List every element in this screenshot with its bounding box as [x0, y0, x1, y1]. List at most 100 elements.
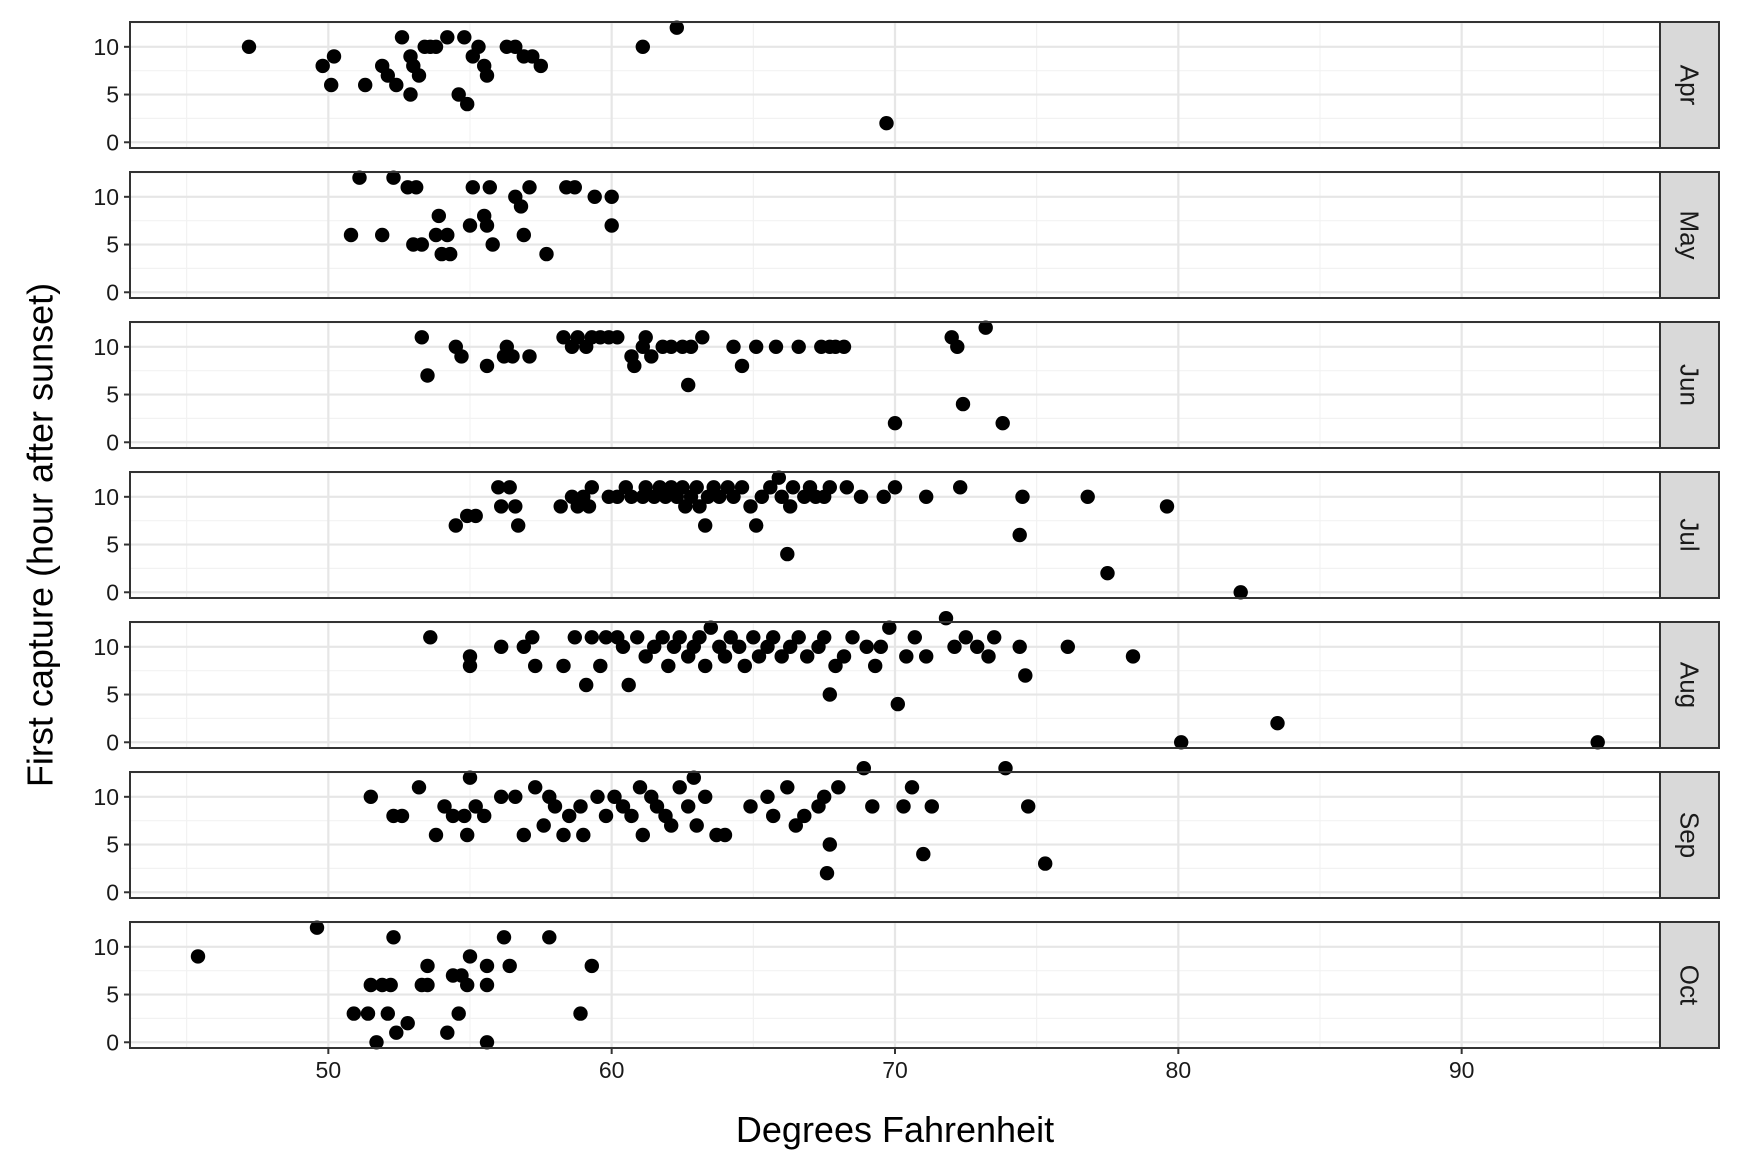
data-point — [859, 639, 874, 654]
data-point — [536, 818, 551, 833]
data-point — [919, 489, 934, 504]
facet-strip-background — [1659, 321, 1720, 449]
data-point — [749, 518, 764, 533]
data-point — [437, 799, 452, 814]
data-point — [766, 630, 781, 645]
facet-strip-label: Jul — [1675, 518, 1705, 551]
data-point — [445, 808, 461, 824]
data-point — [1233, 585, 1248, 600]
data-point — [375, 227, 390, 243]
data-point — [780, 780, 795, 795]
data-point — [556, 330, 571, 345]
data-point — [822, 837, 837, 852]
data-point — [698, 789, 713, 804]
data-point — [615, 639, 631, 654]
data-point — [420, 958, 435, 974]
data-point — [953, 480, 968, 495]
data-point — [732, 639, 747, 654]
data-point — [692, 499, 707, 514]
facet-panel-apr: 0 5 10 Apr — [93, 20, 1720, 155]
y-tick-label: 0 — [106, 429, 119, 455]
data-point — [562, 808, 577, 824]
facet-strip: Apr — [1659, 21, 1720, 149]
data-point — [655, 630, 670, 645]
data-point — [919, 649, 934, 664]
y-tick-label: 5 — [106, 832, 119, 858]
data-point — [907, 630, 922, 645]
data-point — [1174, 735, 1189, 750]
data-point — [528, 658, 543, 674]
facet-strip-background — [1659, 771, 1720, 899]
data-point — [947, 639, 962, 654]
data-point — [689, 818, 704, 833]
data-point — [774, 489, 789, 504]
data-point — [683, 339, 699, 354]
facet-panel-aug: 0 5 10 Aug — [93, 611, 1720, 755]
data-point — [987, 630, 1002, 645]
data-points — [423, 611, 1605, 750]
data-point — [369, 1035, 384, 1050]
y-axis: 0 5 10 — [93, 334, 130, 455]
data-point — [454, 349, 469, 364]
data-point — [525, 630, 540, 645]
data-point — [573, 1006, 588, 1021]
data-point — [462, 770, 478, 785]
data-point — [477, 808, 492, 824]
data-point — [836, 649, 852, 664]
data-point — [754, 489, 769, 504]
data-point — [389, 1025, 404, 1040]
data-point — [494, 789, 509, 804]
y-tick-label: 5 — [106, 232, 119, 258]
data-point — [309, 920, 325, 935]
data-point — [604, 189, 619, 204]
data-point — [624, 808, 639, 824]
data-point — [363, 789, 378, 804]
data-point — [695, 330, 710, 345]
data-point — [649, 799, 665, 814]
facet-strip-background — [1659, 171, 1720, 299]
data-point — [380, 68, 395, 83]
data-point — [556, 827, 571, 843]
data-point — [423, 630, 438, 645]
y-tick-label: 10 — [93, 484, 119, 510]
data-point — [380, 1006, 395, 1021]
data-point — [882, 620, 897, 635]
data-point — [950, 339, 965, 354]
data-point — [768, 339, 784, 354]
data-point — [791, 630, 806, 645]
data-point — [451, 87, 466, 102]
y-tick-label: 10 — [93, 634, 119, 660]
data-point — [553, 499, 568, 514]
data-point — [726, 339, 741, 354]
data-point — [547, 799, 563, 814]
data-point — [190, 949, 206, 964]
data-point — [689, 480, 704, 495]
facet-strip-background — [1659, 471, 1720, 599]
facet-strip: Aug — [1659, 621, 1720, 749]
data-point — [471, 39, 486, 54]
y-tick-label: 10 — [93, 934, 119, 960]
data-point — [1125, 649, 1141, 664]
data-point — [712, 489, 727, 504]
y-tick-label: 5 — [106, 82, 119, 108]
data-point — [346, 1006, 361, 1021]
data-point — [797, 808, 812, 824]
data-point — [743, 799, 758, 814]
facet-strip-label: Oct — [1675, 965, 1705, 1006]
data-point — [403, 87, 418, 102]
data-point — [672, 780, 687, 795]
data-point — [896, 799, 911, 814]
data-point — [831, 780, 846, 795]
facet-panel-jun: 0 5 10 Jun — [93, 320, 1720, 455]
data-point — [494, 639, 509, 654]
data-point — [363, 977, 378, 993]
data-point — [664, 339, 679, 354]
data-point — [635, 827, 650, 843]
data-point — [681, 377, 696, 393]
data-point — [479, 218, 495, 233]
data-point — [479, 958, 495, 974]
data-point — [460, 96, 475, 112]
data-points — [343, 170, 619, 262]
data-point — [579, 677, 594, 693]
